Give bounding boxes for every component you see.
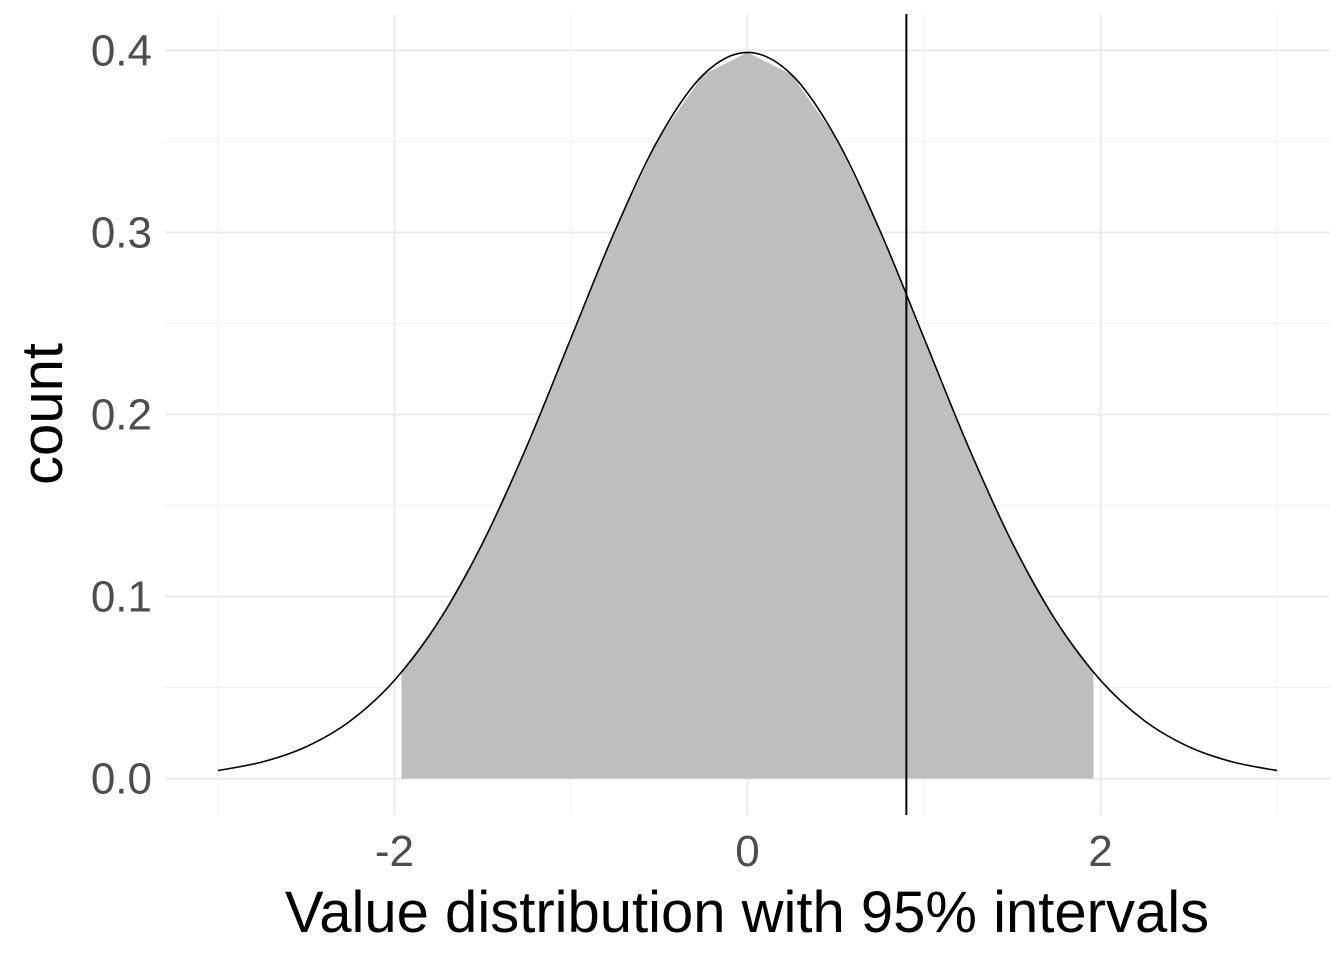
x-tick-label: 2 xyxy=(1088,827,1112,876)
y-tick-label: 0.2 xyxy=(91,391,152,440)
y-tick-labels: 0.0 0.1 0.2 0.3 0.4 xyxy=(91,26,152,803)
y-axis-title: count xyxy=(10,343,75,485)
density-curve-layer xyxy=(217,51,1278,772)
shaded-interval-area xyxy=(401,52,1094,779)
x-tick-labels: -2 0 2 xyxy=(375,827,1113,876)
y-tick-label: 0.0 xyxy=(91,755,152,804)
y-tick-label: 0.1 xyxy=(91,573,152,622)
density-curve xyxy=(217,51,1278,772)
y-tick-label: 0.4 xyxy=(91,26,152,75)
shaded-area-layer xyxy=(401,52,1094,779)
y-tick-label: 0.3 xyxy=(91,208,152,257)
x-tick-label: 0 xyxy=(735,827,759,876)
x-tick-label: -2 xyxy=(375,827,414,876)
x-axis-title: Value distribution with 95% intervals xyxy=(285,880,1209,945)
